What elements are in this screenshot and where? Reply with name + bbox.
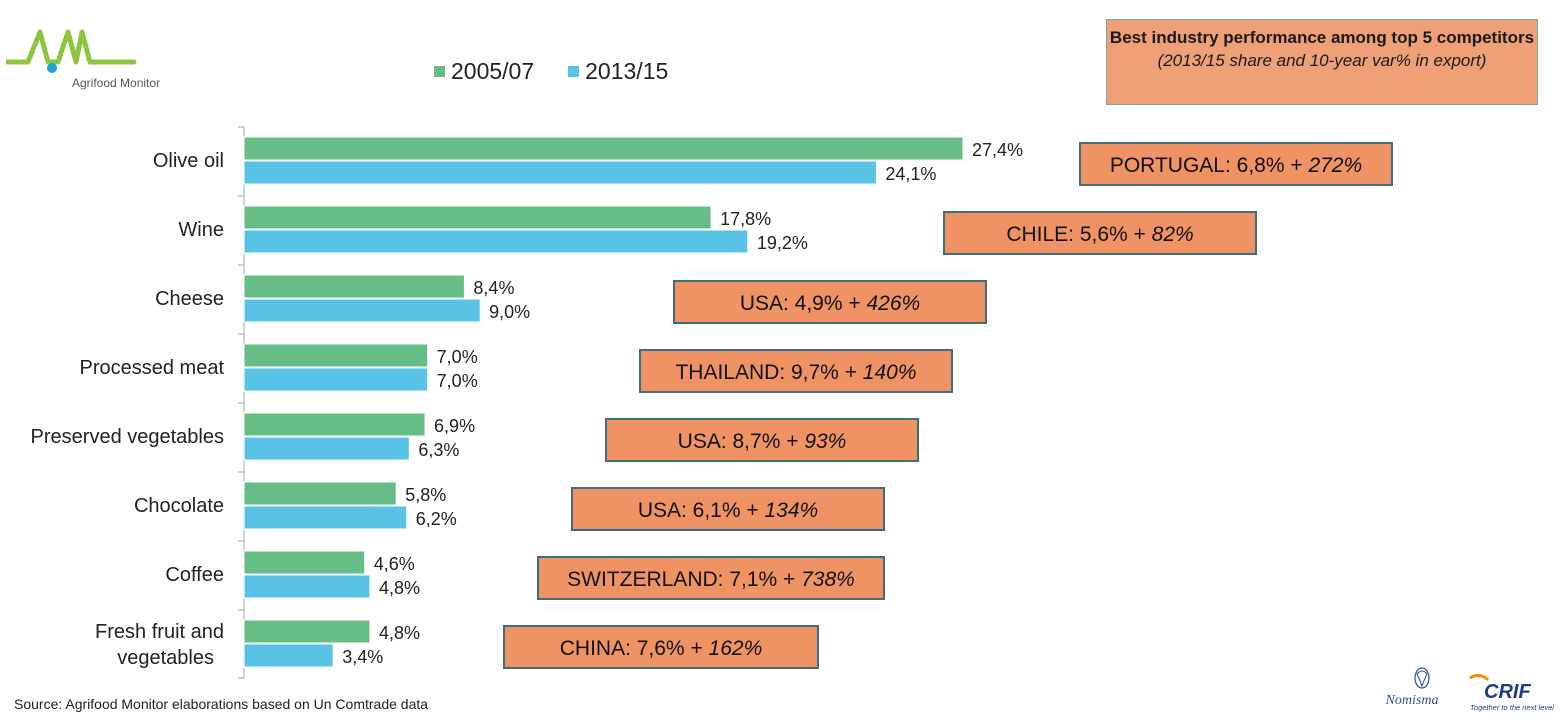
chart-legend: 2005/07 2013/15 xyxy=(434,58,702,85)
logo-text: Agrifood Monitor xyxy=(72,76,161,90)
callout-text: USA: 6,1% + 134% xyxy=(638,499,818,522)
callout-text: THAILAND: 9,7% + 140% xyxy=(675,361,916,384)
source-note: Source: Agrifood Monitor elaborations ba… xyxy=(14,696,429,712)
agrifood-monitor-logo xyxy=(6,29,137,73)
nomisma-logo: Nomisma xyxy=(1385,667,1439,708)
crif-logo: CRIF Together to the next level xyxy=(1469,673,1554,712)
legend-item-1: 2005/07 xyxy=(434,58,534,85)
legend-item-2: 2013/15 xyxy=(568,58,668,85)
data-label: 9,0% xyxy=(489,302,530,322)
callout-box xyxy=(605,418,919,462)
data-label: 3,4% xyxy=(342,647,383,667)
callout-text: USA: 4,9% + 426% xyxy=(740,292,920,315)
category-label: Fresh fruit and vegetables xyxy=(95,621,224,669)
legend-label-1: 2005/07 xyxy=(451,58,535,84)
data-label: 4,6% xyxy=(374,554,415,574)
category-label: Chocolate xyxy=(134,495,224,517)
callout-box xyxy=(1079,142,1393,186)
callout-box xyxy=(673,280,987,324)
bar-2005-07 xyxy=(243,343,429,368)
data-label: 27,4% xyxy=(972,140,1023,160)
callout-box xyxy=(571,487,885,531)
bar-2005-07 xyxy=(243,412,426,437)
bar-2013-15 xyxy=(243,574,371,599)
bar-2005-07 xyxy=(243,550,366,575)
data-label: 5,8% xyxy=(405,485,446,505)
bar-2013-15 xyxy=(243,229,749,254)
callout-text: SWITZERLAND: 7,1% + 738% xyxy=(567,568,855,591)
callout-box xyxy=(503,625,819,669)
bar-2013-15 xyxy=(243,436,410,461)
data-label: 4,8% xyxy=(379,623,420,643)
callout-box xyxy=(639,349,953,393)
category-label: Preserved vegetables xyxy=(31,426,224,448)
data-label: 24,1% xyxy=(885,164,936,184)
callout-text: CHILE: 5,6% + 82% xyxy=(1006,223,1193,246)
category-label: Coffee xyxy=(165,564,224,586)
nomisma-text: Nomisma xyxy=(1385,693,1439,708)
bar-2013-15 xyxy=(243,160,877,185)
legend-label-2: 2013/15 xyxy=(585,58,669,84)
data-label: 8,4% xyxy=(473,278,514,298)
data-label: 4,8% xyxy=(379,578,420,598)
data-label: 6,3% xyxy=(418,440,459,460)
bar-2005-07 xyxy=(243,481,397,506)
bar-2005-07 xyxy=(243,619,371,644)
category-label: Olive oil xyxy=(153,150,224,172)
legend-swatch-2 xyxy=(568,66,580,77)
category-label: Cheese xyxy=(155,288,224,310)
bar-2013-15 xyxy=(243,367,429,392)
data-label: 6,9% xyxy=(434,416,475,436)
crif-tagline: Together to the next level xyxy=(1470,703,1554,712)
bar-2013-15 xyxy=(243,298,481,323)
bar-2005-07 xyxy=(243,136,964,161)
callout-text: USA: 8,7% + 93% xyxy=(678,430,847,453)
bar-2013-15 xyxy=(243,505,408,530)
info-box-subtitle: (2013/15 share and 10-year var% in expor… xyxy=(1157,51,1487,70)
bar-2005-07 xyxy=(243,274,465,299)
bar-2013-15 xyxy=(243,643,334,668)
info-box: Best industry performance among top 5 co… xyxy=(1106,19,1538,105)
info-box-title: Best industry performance among top 5 co… xyxy=(1109,28,1535,47)
data-label: 7,0% xyxy=(437,347,478,367)
category-label: Processed meat xyxy=(79,357,224,379)
data-label: 7,0% xyxy=(437,371,478,391)
data-label: 19,2% xyxy=(757,233,808,253)
data-label: 17,8% xyxy=(720,209,771,229)
data-label: 6,2% xyxy=(416,509,457,529)
callout-box xyxy=(537,556,885,600)
callout-text: PORTUGAL: 6,8% + 272% xyxy=(1110,154,1362,177)
bar-2005-07 xyxy=(243,205,712,230)
crif-text: CRIF xyxy=(1484,681,1531,703)
legend-swatch-1 xyxy=(434,66,445,77)
category-label: Wine xyxy=(178,219,224,241)
callout-box xyxy=(943,211,1257,255)
callout-text: CHINA: 7,6% + 162% xyxy=(560,637,763,660)
